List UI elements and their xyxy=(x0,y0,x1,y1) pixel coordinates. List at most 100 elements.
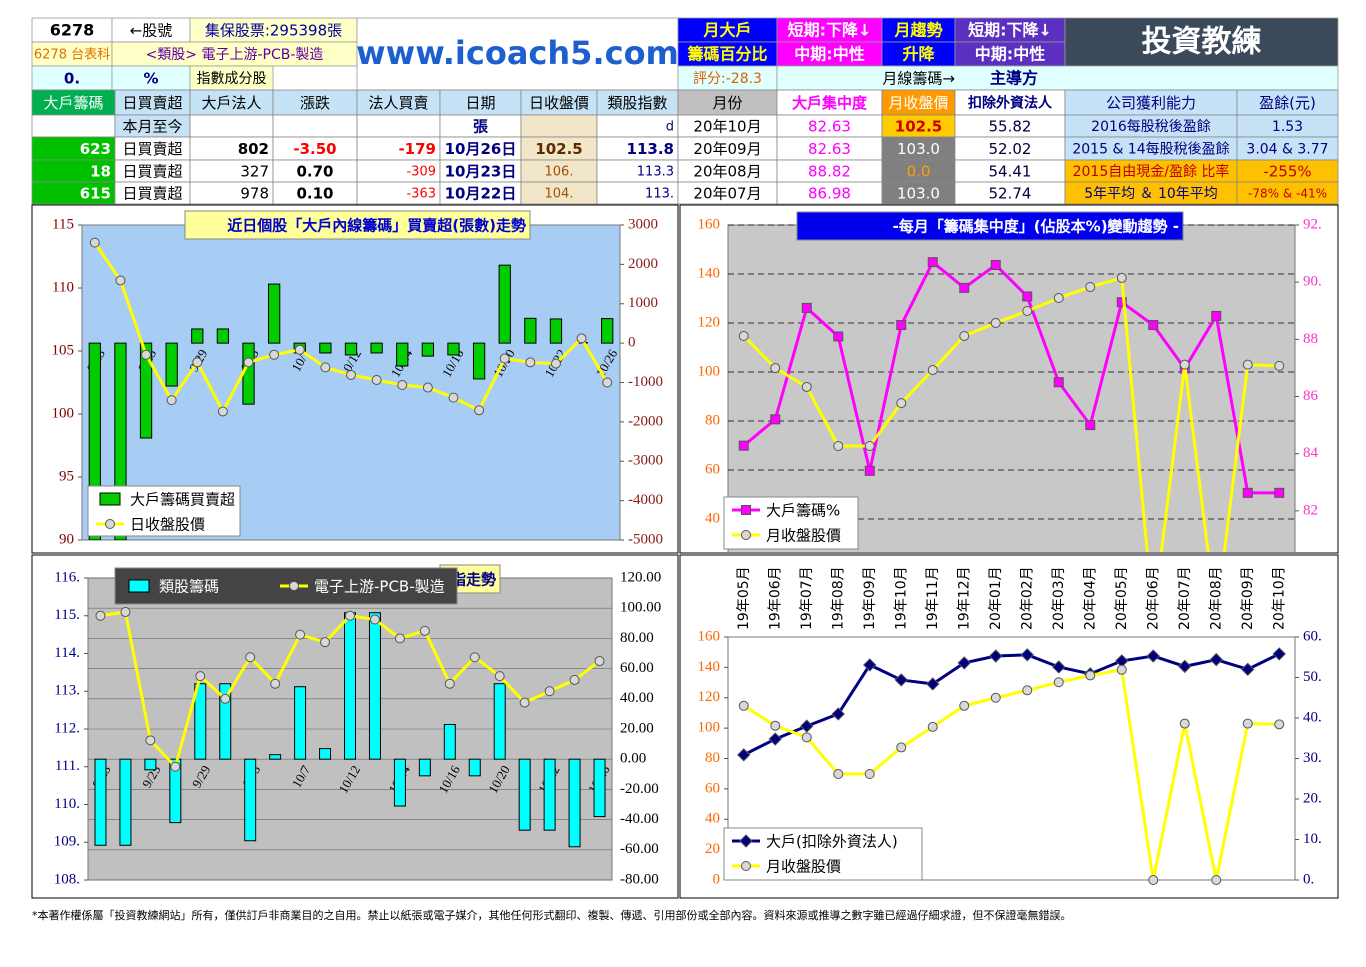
table-text: 3.04 & 3.77 xyxy=(1246,142,1328,158)
x-tick-label: 20年03月 xyxy=(1051,566,1067,630)
marker xyxy=(576,333,587,344)
table-text: 0.10 xyxy=(296,185,333,203)
table-text: -3.50 xyxy=(293,140,336,158)
table-text: 10月22日 xyxy=(445,185,517,203)
table-text: 日買賣超 xyxy=(122,140,182,158)
bar xyxy=(242,342,255,405)
y2-tick-label: -3000 xyxy=(628,453,663,469)
marker xyxy=(1211,310,1222,321)
marker xyxy=(245,652,256,663)
x-tick-label: 19年10月 xyxy=(893,566,909,630)
marker xyxy=(863,658,877,672)
marker xyxy=(243,357,254,368)
marker xyxy=(738,330,749,341)
header-text: 中期:中性 xyxy=(794,45,864,64)
table-text: 82.63 xyxy=(808,118,851,136)
table-text: 日收盤價 xyxy=(529,94,589,112)
y-tick-label: 160 xyxy=(698,216,721,232)
marker xyxy=(957,656,971,670)
marker xyxy=(444,678,455,689)
table-cell xyxy=(677,89,778,116)
y2-tick-label: 60.00 xyxy=(620,660,654,676)
y2-tick-label: 88 xyxy=(1303,331,1318,347)
marker xyxy=(768,732,782,746)
header-text: 短期:下降↓ xyxy=(788,21,872,40)
line xyxy=(742,275,1280,552)
marker xyxy=(1020,648,1034,662)
marker xyxy=(1274,719,1285,730)
marker xyxy=(990,318,1001,328)
marker xyxy=(1179,718,1190,729)
table-text: 10月26日 xyxy=(445,140,517,158)
y2-tick-label: 86 xyxy=(1303,388,1319,404)
x-tick-label: 19年06月 xyxy=(767,566,783,630)
bar xyxy=(319,748,332,760)
header-cell xyxy=(677,65,778,91)
y-tick-label: 95 xyxy=(59,468,74,484)
y-tick-label: 100 xyxy=(698,363,721,379)
marker xyxy=(369,614,380,625)
header-text: % xyxy=(143,70,158,88)
table-text: 日期 xyxy=(465,94,495,112)
y2-tick-label: 2000 xyxy=(628,256,658,272)
marker xyxy=(864,768,875,779)
table-cell xyxy=(31,114,116,138)
bar xyxy=(268,283,281,344)
marker xyxy=(1148,320,1159,331)
y2-tick-label: 30. xyxy=(1303,750,1322,766)
y2-tick-label: 3000 xyxy=(628,216,658,232)
legend-marker xyxy=(741,530,751,540)
y-tick-label: 140 xyxy=(698,659,721,675)
table-text: 82.63 xyxy=(808,140,851,158)
y-tick-label: 90 xyxy=(59,531,74,547)
legend-swatch xyxy=(128,579,150,593)
x-tick-label: 20年02月 xyxy=(1019,566,1035,630)
x-tick-label: 20年07月 xyxy=(1177,566,1193,630)
marker xyxy=(269,349,280,360)
bar xyxy=(568,758,581,848)
line xyxy=(742,259,1280,495)
header-text: 短期:下降↓ xyxy=(968,21,1052,40)
legend-label: 大戶籌碼% xyxy=(766,502,840,520)
bar xyxy=(493,683,506,760)
marker xyxy=(544,686,555,697)
marker xyxy=(345,610,355,621)
marker xyxy=(833,768,844,779)
x-tick-label: 19年11月 xyxy=(925,566,941,630)
marker xyxy=(1022,305,1033,316)
marker xyxy=(1274,360,1285,371)
marker xyxy=(1178,659,1192,674)
table-text: 20年10月 xyxy=(693,118,761,136)
marker xyxy=(1242,487,1253,498)
header-cell xyxy=(31,17,113,43)
x-tick-label: 20年10月 xyxy=(1271,566,1287,630)
y2-tick-label: 0. xyxy=(1303,871,1314,887)
marker xyxy=(1085,670,1096,681)
marker xyxy=(801,302,812,313)
legend-marker xyxy=(105,519,115,529)
bar xyxy=(549,318,563,344)
table-text: 52.74 xyxy=(989,185,1032,203)
bar xyxy=(139,342,153,439)
bar xyxy=(294,686,307,760)
table-text: 月收盤價 xyxy=(888,94,948,112)
table-text: 類股指數 xyxy=(607,94,667,112)
header-text: 指數成分股 xyxy=(197,71,267,87)
y2-tick-label: 40.00 xyxy=(620,690,654,706)
header-cell xyxy=(954,17,1066,43)
bar xyxy=(443,723,456,760)
y2-tick-label: -60.00 xyxy=(620,841,659,857)
table-text: 102.5 xyxy=(535,140,582,158)
y2-tick-label: 0 xyxy=(628,335,636,351)
y2-tick-label: 84 xyxy=(1303,445,1319,461)
table-text: -179 xyxy=(398,140,436,158)
legend-label: 類股籌碼 xyxy=(159,578,219,596)
marker xyxy=(990,692,1001,703)
header-text: 0. xyxy=(64,70,80,88)
marker xyxy=(89,237,100,248)
marker xyxy=(394,633,405,644)
table-cell xyxy=(356,114,441,138)
header-text: www.icoach5.com xyxy=(356,34,679,72)
y-tick-label: 114. xyxy=(54,645,80,661)
